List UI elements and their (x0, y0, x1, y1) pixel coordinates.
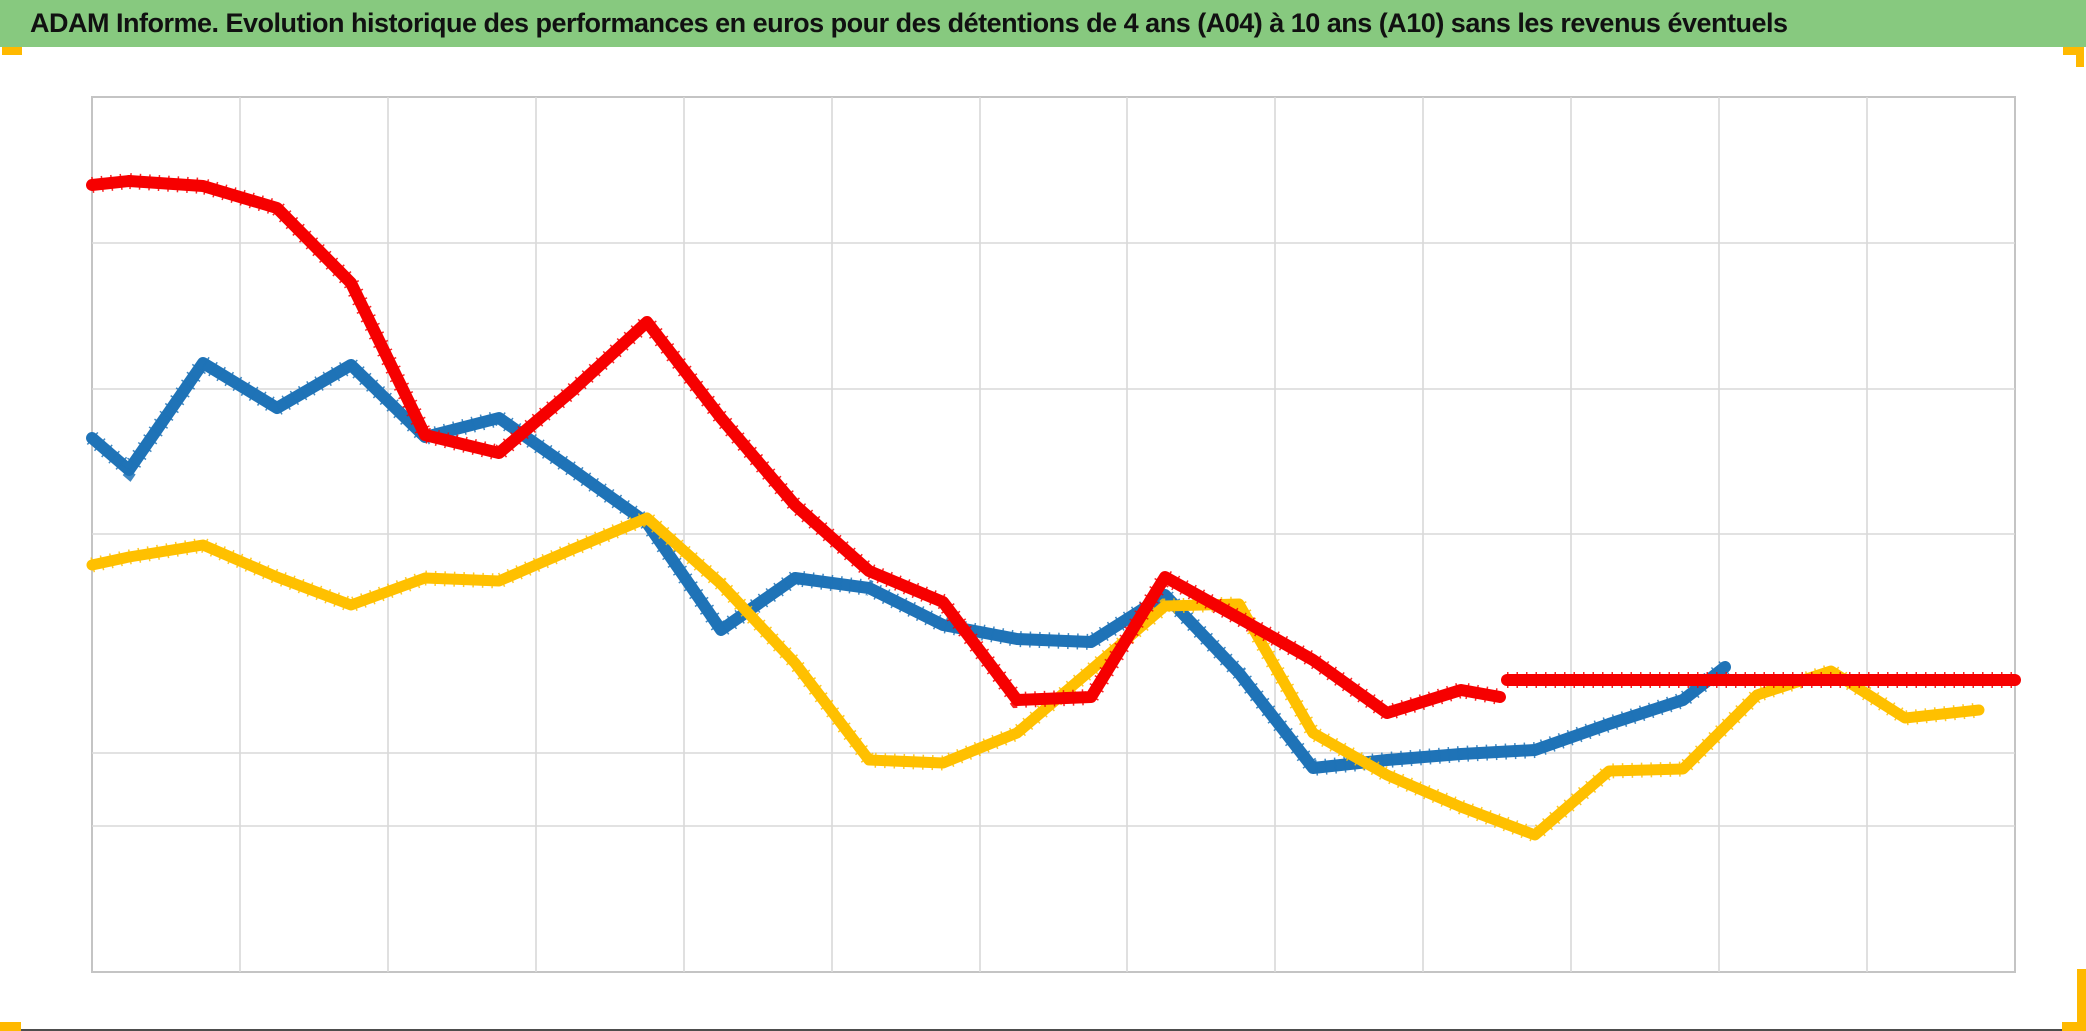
series-serie-rouge-markers (91, 172, 1502, 722)
selection-corner-top-right[interactable] (2076, 47, 2084, 67)
window-bottom-edge (0, 1029, 2086, 1031)
selection-corner-bottom-right[interactable] (2062, 1022, 2086, 1031)
series-serie-rouge (86, 175, 1506, 719)
series-serie-bleue-markers (86, 352, 1730, 777)
selection-corner-top-right[interactable] (2063, 47, 2084, 55)
title-bar: ADAM Informe. Evolution historique des p… (0, 0, 2086, 47)
series-serie-jaune (86, 512, 1985, 841)
series-serie-bleue (86, 357, 1731, 774)
selection-corner-top-left[interactable] (2, 47, 22, 55)
selection-corner-bottom-left[interactable] (0, 1022, 21, 1031)
selection-corner-bottom-right[interactable] (2077, 969, 2086, 1031)
page-title: ADAM Informe. Evolution historique des p… (30, 8, 1788, 38)
